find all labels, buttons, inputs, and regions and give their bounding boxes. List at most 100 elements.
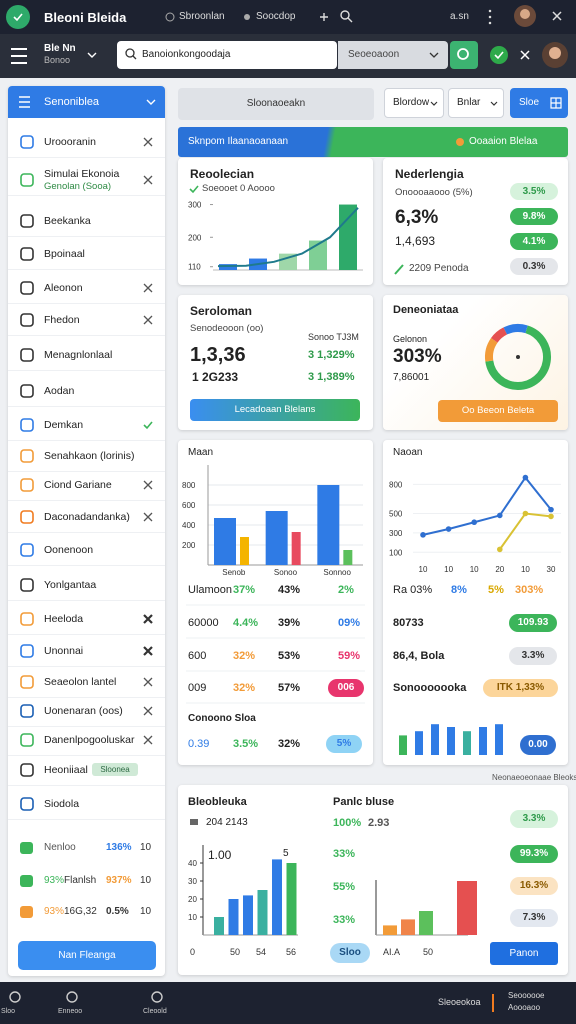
close-icon [520,50,530,60]
sidebar-item[interactable]: Simulai Ekonoia Genolan (Sooa) [8,164,165,196]
sidebar-item[interactable]: Seaeolon lantel [8,666,165,698]
x-tick-label: Sonoo [274,568,298,577]
x-tick-label: 54 [256,947,266,957]
banner-left: Sknpom Ilaanaoanaan [188,136,289,147]
sidebar-item[interactable]: Ciond Gariane [8,469,165,501]
tab-icon [165,12,175,22]
x-tick-label: 10 [419,565,428,574]
item-label: Yonlgantaa [44,579,97,591]
sidebar-button[interactable]: Nan Fleanga [18,941,156,970]
sidebar-item[interactable]: Senahkaon (lorinis) [8,440,165,472]
x-tick-label: 10 [444,565,453,574]
sidebar-item[interactable]: Yonlgantaa [8,569,165,601]
row-cell: 8% [451,584,467,596]
summary-button[interactable]: Lecadoaan Blelans [190,399,360,421]
x-tick-label: 50 [423,947,433,957]
sidebar-item[interactable]: Danenlpogooluskar [8,724,165,756]
chevron [87,52,97,58]
bottom-button[interactable]: Panon [490,942,558,965]
row-cell: 37% [233,584,256,596]
stat-cell: 10 [140,875,152,886]
mini-bar [479,727,487,755]
bar [401,919,415,935]
bar [286,863,297,935]
graphic [550,97,562,109]
sidebar-item[interactable]: Menagnlonlaal [8,339,165,371]
tab: Soocdop [256,11,296,22]
x-tick-label: 20 [495,565,504,574]
sidebar-item[interactable]: Fhedon [8,304,165,336]
toolbar-button[interactable]: Sloe [510,88,568,118]
grid-icon [550,97,562,109]
check-icon [494,51,504,60]
toolbar-button[interactable]: Bnlar [448,88,504,118]
sidebar-item[interactable]: Siodola [8,788,165,820]
row-label: 86,4, Bola [393,650,445,662]
filter-dropdown[interactable]: Seoeoaoon [338,41,448,69]
trend-card: 100 300 500 800 10 10 10 20 10 30 Naoan Ra 03% 8% 5% 3… [383,440,568,765]
left-value: 1.00 [208,848,232,862]
mini-pill[interactable]: 0.00 [520,735,556,755]
row-cell: 60000 [188,617,219,629]
y-tick-label: 300 [188,201,202,210]
donut-segment [503,324,528,335]
sidebar-item[interactable]: Aodan [8,375,165,407]
nav-item[interactable]: Enneoo [52,982,92,1024]
search-input[interactable]: Banoionkongoodaja [117,41,337,69]
card-subtitle: Soeooet 0 Aoooo [202,183,275,194]
tab: Sbroonlan [179,11,225,22]
sidebar-item[interactable]: Heeloda [8,603,165,635]
bar [343,550,353,565]
row-pill: ITK 1,33% [483,679,558,697]
card-title: Deneoniataa [393,304,459,316]
trend-line [498,512,552,550]
donut-segment [491,327,508,343]
sidebar-item[interactable]: Uroooranin [8,126,165,158]
search-icon [125,48,135,58]
button-label: Blordow [393,97,430,108]
mini-bar [447,727,455,755]
nav-item[interactable]: Sloo [0,982,35,1024]
x-tick-label: 30 [547,565,556,574]
stat-icon [20,906,33,918]
point [522,510,529,517]
item-sub: Genolan (Sooa) [44,181,112,192]
sidebar-item[interactable]: Aleonon [8,272,165,304]
summary-value2: 1 2G233 [192,370,239,384]
donut-segment [485,325,551,390]
stat-cell: 10 [140,842,152,853]
stat-icon [20,842,33,854]
x-tick-label: 10 [470,565,479,574]
stat-cell: 16G,32 [64,906,97,917]
row-label: 80733 [393,617,424,629]
row-icon [190,819,198,825]
nav-item[interactable]: Cleoold [137,982,177,1024]
item-label: Simulai Ekonoia [44,168,120,180]
toolbar-button[interactable]: Blordow [384,88,444,118]
sidebar-item[interactable]: Uonenaran (oos) [8,695,165,727]
graphic [485,324,551,390]
bar [279,253,297,270]
card-title: Maan [188,447,214,458]
toolbar-search[interactable]: Sloonaoeakn [178,88,374,120]
graphic: 110 200 300 [188,185,363,272]
item-label: Heeloda [44,613,84,625]
x-tick-label: 0 [190,947,195,957]
sidebar-item[interactable]: Daconadandanka) [8,501,165,533]
sidebar-item[interactable]: Bpoinaal [8,238,165,270]
card-title: Seroloman [190,304,253,318]
donut-segment [485,337,498,362]
item-icon [20,763,34,777]
sidebar-item[interactable]: Oonenoon [8,534,165,566]
distribution-button[interactable]: Oo Beeon Beleta [438,400,558,422]
bar [265,511,288,565]
sidebar-item[interactable]: Heoniiaal Sloonea [8,754,165,786]
item-icon [20,578,34,592]
sidebar-item[interactable]: Beekanka [8,205,165,237]
search-button[interactable] [450,41,478,69]
sidebar-item[interactable]: Unonnai [8,635,165,667]
bottom-button[interactable]: Sloo [330,943,370,963]
row-pill: 3.3% [509,647,557,665]
sidebar-item[interactable]: Demkan [8,409,165,441]
